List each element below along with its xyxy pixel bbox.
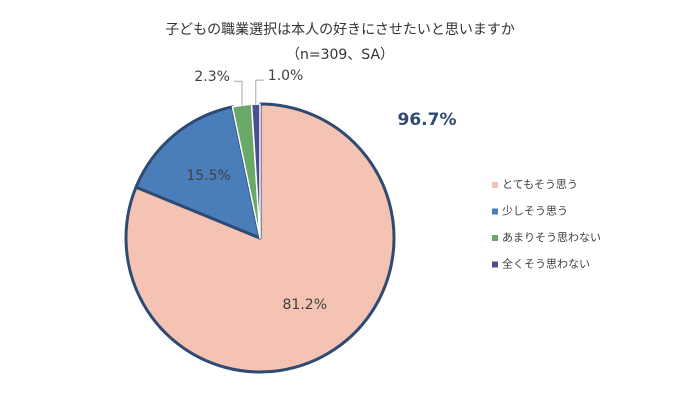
chart-subtitle: （n=309、SA） — [286, 47, 394, 63]
leader-line — [233, 80, 243, 106]
chart-title: 子どもの職業選択は本人の好きにさせたいと思いますか — [165, 22, 515, 38]
data-label: 2.3% — [194, 69, 230, 85]
legend-label: 全くそう思わない — [502, 257, 590, 271]
annotation: 96.7% — [398, 110, 457, 130]
legend-swatch — [492, 182, 498, 188]
data-label: 81.2% — [283, 297, 327, 313]
legend-swatch — [492, 235, 498, 241]
pie-slice — [134, 105, 262, 240]
legend-label: あまりそう思わない — [502, 231, 601, 244]
leader-line — [255, 79, 264, 105]
data-label: 1.0% — [268, 68, 304, 84]
legend-swatch — [492, 261, 498, 268]
legend-label: とてもそう思う — [502, 178, 578, 191]
legend-swatch — [492, 208, 498, 215]
legend-label: 少しそう思う — [502, 205, 568, 218]
data-label: 15.5% — [186, 168, 230, 184]
